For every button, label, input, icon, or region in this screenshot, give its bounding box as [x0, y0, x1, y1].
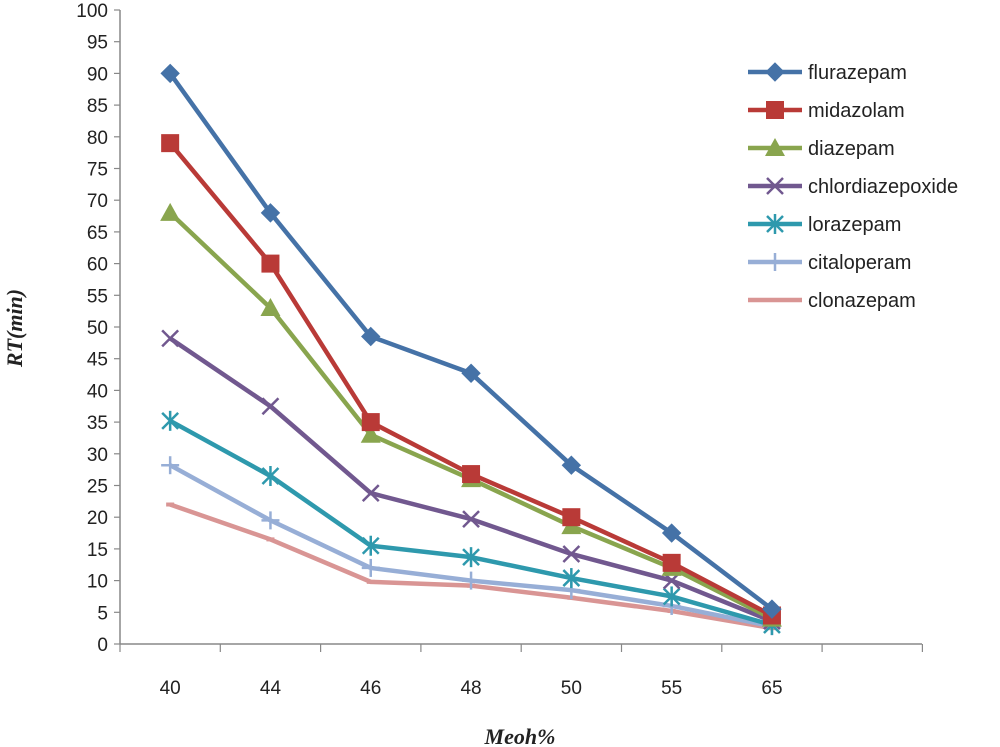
y-tick-label: 35 [87, 413, 108, 434]
y-tick-label: 90 [87, 64, 108, 85]
data-point [662, 586, 681, 607]
y-tick-label: 70 [87, 191, 108, 212]
data-point [161, 410, 180, 431]
x-tick-label: 48 [460, 678, 481, 699]
data-point [462, 571, 481, 590]
y-tick-label: 100 [76, 1, 108, 22]
legend-marker [766, 214, 784, 234]
y-tick-label: 5 [97, 603, 108, 624]
data-point [361, 484, 380, 502]
series-midazolam [161, 134, 781, 625]
data-point [160, 202, 181, 221]
legend-marker [766, 177, 784, 195]
data-point [562, 568, 581, 589]
legend-label: lorazepam [808, 214, 901, 236]
data-point [361, 535, 380, 556]
x-tick-label: 40 [160, 678, 181, 699]
y-tick-label: 60 [87, 255, 108, 276]
data-point [161, 134, 180, 153]
data-point [562, 508, 581, 527]
data-point [361, 558, 380, 577]
data-point [260, 203, 281, 223]
y-tick-label: 85 [87, 96, 108, 117]
data-point [261, 254, 280, 273]
data-point [462, 547, 480, 568]
legend-marker [766, 253, 784, 271]
legend-item-flurazepam: flurazepam [748, 62, 907, 84]
chart-axes: 0 5 10 15 20 25 30 35 40 45 50 55 60 65 70 75 80 85 90 95 10… [76, 1, 924, 699]
data-point [161, 329, 180, 348]
legend-label: flurazepam [808, 62, 907, 84]
y-axis-title: RT(min) [2, 289, 27, 368]
y-tick-label: 20 [87, 508, 108, 529]
y-tick-label: 50 [87, 318, 108, 339]
data-point [461, 363, 481, 383]
legend-label: diazepam [808, 138, 895, 160]
series-line [168, 72, 774, 611]
data-point [260, 297, 281, 316]
data-point [261, 397, 280, 416]
series-flurazepam [160, 63, 782, 619]
data-point [160, 63, 180, 84]
data-point [561, 455, 582, 475]
data-point [166, 502, 175, 507]
legend-label: midazolam [808, 100, 905, 122]
x-axis-title: Meoh% [484, 724, 556, 747]
y-tick-label: 80 [87, 128, 108, 149]
legend-item-citaloperam: citaloperam [748, 252, 911, 274]
y-tick-label: 45 [87, 350, 108, 371]
legend-label: citaloperam [808, 252, 911, 274]
series-lorazepam [161, 410, 781, 635]
data-point [266, 537, 275, 542]
y-tick-label: 10 [87, 572, 108, 593]
x-tick-label: 65 [761, 678, 782, 699]
legend-item-midazolam: midazolam [748, 100, 905, 122]
y-tick-label: 30 [87, 445, 108, 466]
data-point [662, 553, 681, 572]
y-tick-label: 25 [87, 477, 108, 498]
x-tick-label: 44 [260, 678, 282, 699]
legend-item-chlordiazepoxide: chlordiazepoxide [748, 176, 958, 198]
y-tick-label: 55 [87, 286, 108, 307]
series-layer [160, 63, 782, 636]
x-tick-label: 55 [661, 678, 682, 699]
data-point [161, 456, 180, 475]
data-point [462, 510, 480, 528]
x-tick-label: 46 [360, 678, 381, 699]
y-tick-label: 40 [87, 381, 108, 402]
legend-item-lorazepam: lorazepam [748, 214, 901, 236]
legend-marker [765, 62, 785, 82]
y-tick-label: 65 [87, 223, 108, 244]
legend-item-diazepam: diazepam [748, 138, 895, 160]
legend: flurazepam midazolam diazepam chlordiazepox… [748, 62, 958, 312]
series-line [169, 463, 773, 629]
data-point [360, 424, 381, 443]
data-point [261, 465, 280, 486]
data-point [661, 523, 682, 543]
legend-item-clonazepam: clonazepam [748, 290, 916, 312]
data-point [361, 413, 380, 432]
y-tick-label: 0 [97, 635, 108, 656]
data-point [366, 579, 375, 584]
data-point [562, 545, 581, 563]
y-tick-label: 15 [87, 540, 108, 561]
data-point [462, 465, 481, 484]
legend-marker [765, 138, 785, 156]
x-tick-label: 50 [561, 678, 582, 699]
y-tick-label: 95 [87, 33, 108, 54]
legend-label: chlordiazepoxide [808, 176, 958, 198]
legend-marker [766, 101, 784, 119]
series-line [169, 418, 773, 628]
y-tick-label: 75 [87, 160, 108, 181]
data-point [361, 326, 381, 347]
data-point [762, 599, 782, 619]
legend-label: clonazepam [808, 290, 916, 312]
data-point [261, 511, 280, 530]
